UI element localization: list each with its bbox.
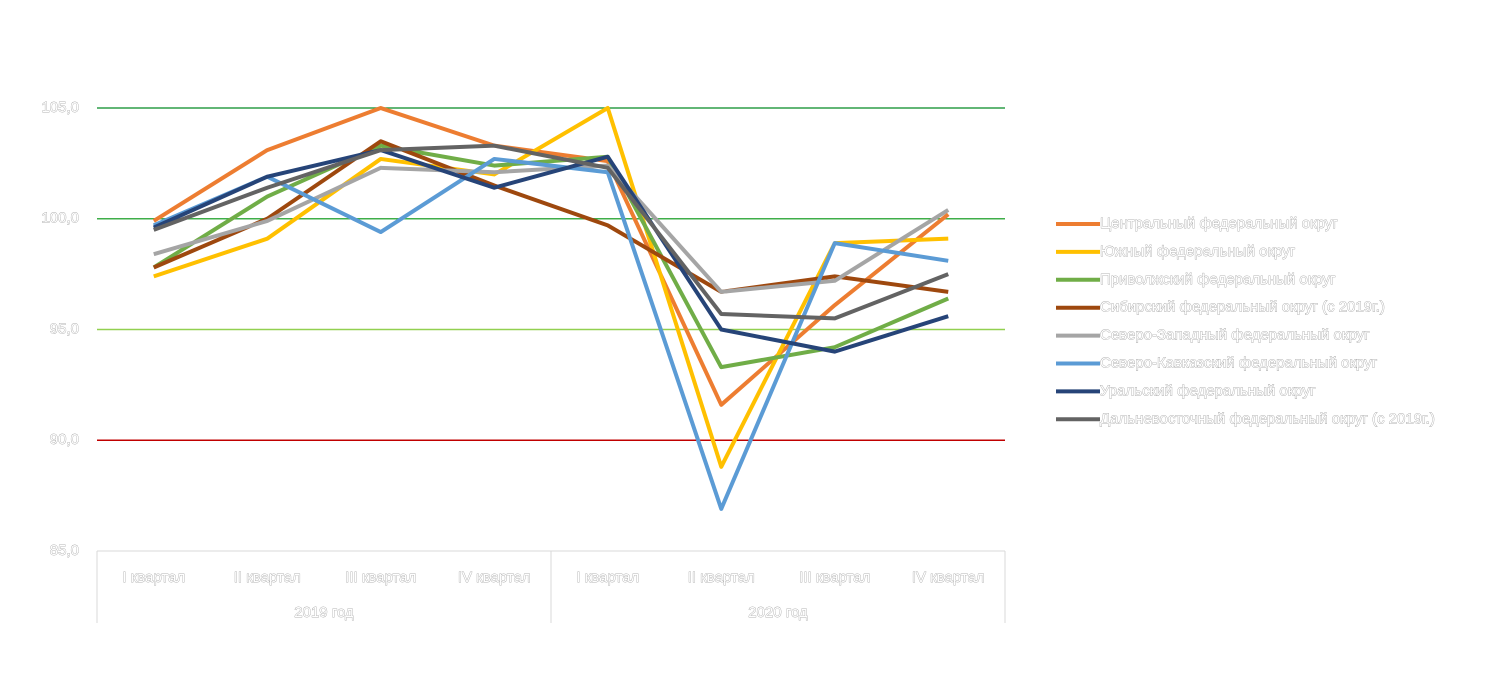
legend-label: Приволжский федеральный округ bbox=[1100, 271, 1336, 288]
series-line bbox=[153, 143, 949, 321]
y-tick-label: 100,0 bbox=[41, 210, 79, 227]
series-line bbox=[152, 106, 950, 407]
y-tick-label: 90,0 bbox=[50, 431, 79, 448]
series-line bbox=[152, 156, 949, 511]
x-tick-label: III квартал bbox=[345, 569, 416, 586]
y-tick-label: 95,0 bbox=[50, 320, 79, 337]
legend-label: Уральский федеральный округ bbox=[1100, 382, 1316, 399]
x-tick-label: II квартал bbox=[234, 569, 301, 586]
x-tick-label: III квартал bbox=[799, 569, 870, 586]
legend-label: Южный федеральный округ bbox=[1100, 243, 1296, 260]
series-line bbox=[152, 139, 949, 294]
series-line bbox=[152, 148, 949, 354]
legend-label: Северо-Западный федеральный округ bbox=[1100, 327, 1370, 344]
x-tick-label: IV квартал bbox=[458, 569, 531, 586]
legend-label: Центральный федеральный округ bbox=[1100, 215, 1338, 232]
group-label: 2020 год bbox=[748, 604, 808, 621]
group-label: 2019 год bbox=[294, 604, 354, 621]
x-tick-label: II квартал bbox=[688, 569, 755, 586]
y-tick-label: 85,0 bbox=[50, 542, 79, 559]
x-tick-label: I квартал bbox=[576, 569, 639, 586]
x-tick-label: IV квартал bbox=[912, 569, 985, 586]
x-tick-label: I квартал bbox=[122, 569, 185, 586]
legend-label: Дальневосточный федеральный округ (с 201… bbox=[1100, 410, 1435, 427]
legend-label: Северо-Кавказский федеральный округ bbox=[1100, 354, 1378, 371]
y-tick-label: 105,0 bbox=[41, 99, 79, 116]
legend-label: Сибирский федеральный округ (с 2019г.) bbox=[1100, 299, 1385, 316]
